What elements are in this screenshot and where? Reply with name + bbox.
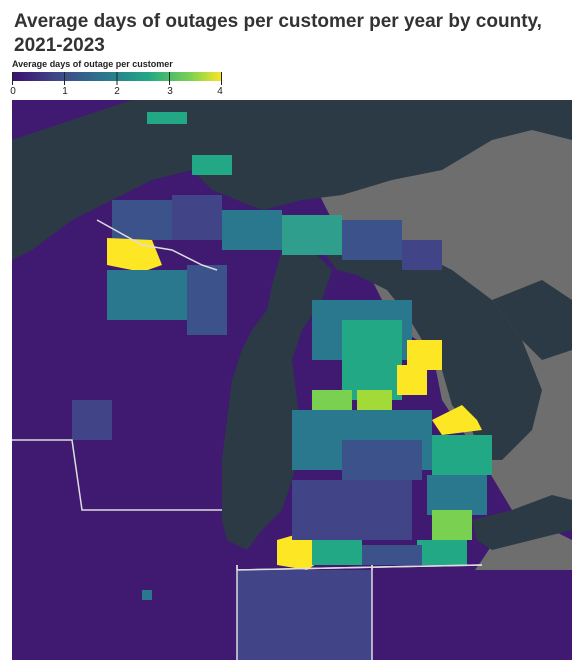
county-region	[237, 570, 372, 660]
county-region	[342, 320, 402, 400]
lake-superior	[12, 100, 572, 260]
map-title: Average days of outages per customer per…	[14, 11, 542, 56]
county-region	[427, 475, 487, 515]
county-region	[402, 240, 442, 270]
county-region	[372, 570, 572, 660]
legend-tick-label: 4	[217, 86, 223, 97]
lake-erie	[472, 495, 572, 550]
county-region	[192, 155, 232, 175]
county-region	[172, 195, 222, 240]
county-region	[312, 540, 362, 565]
legend-colorbar	[12, 72, 222, 85]
county-region	[362, 545, 422, 565]
county-region	[72, 400, 112, 440]
county-region	[12, 570, 237, 660]
legend-title: Average days of outage per customer	[12, 59, 173, 69]
county-region	[432, 435, 492, 475]
choropleth-map[interactable]	[12, 100, 572, 660]
county-region	[342, 440, 422, 480]
county-highlight	[397, 365, 427, 395]
legend-tick-label: 1	[62, 86, 68, 97]
legend-tick-label: 3	[167, 86, 173, 97]
state-border	[96, 219, 218, 271]
state-border	[236, 564, 483, 571]
county-highlight	[432, 405, 482, 435]
county-region	[292, 480, 412, 540]
county-region	[107, 270, 187, 320]
georgian-bay	[492, 280, 572, 360]
county-region	[432, 510, 472, 540]
county-region	[142, 590, 152, 600]
legend-tick-label: 0	[10, 86, 16, 97]
county-region	[147, 112, 187, 124]
state-border	[12, 439, 222, 511]
lake-michigan	[217, 250, 332, 550]
county-region	[342, 220, 402, 260]
county-region	[52, 360, 222, 560]
county-region	[417, 540, 467, 565]
county-region	[222, 210, 282, 250]
county-region	[187, 265, 227, 335]
county-region	[282, 215, 342, 255]
legend-tick-label: 2	[114, 86, 120, 97]
